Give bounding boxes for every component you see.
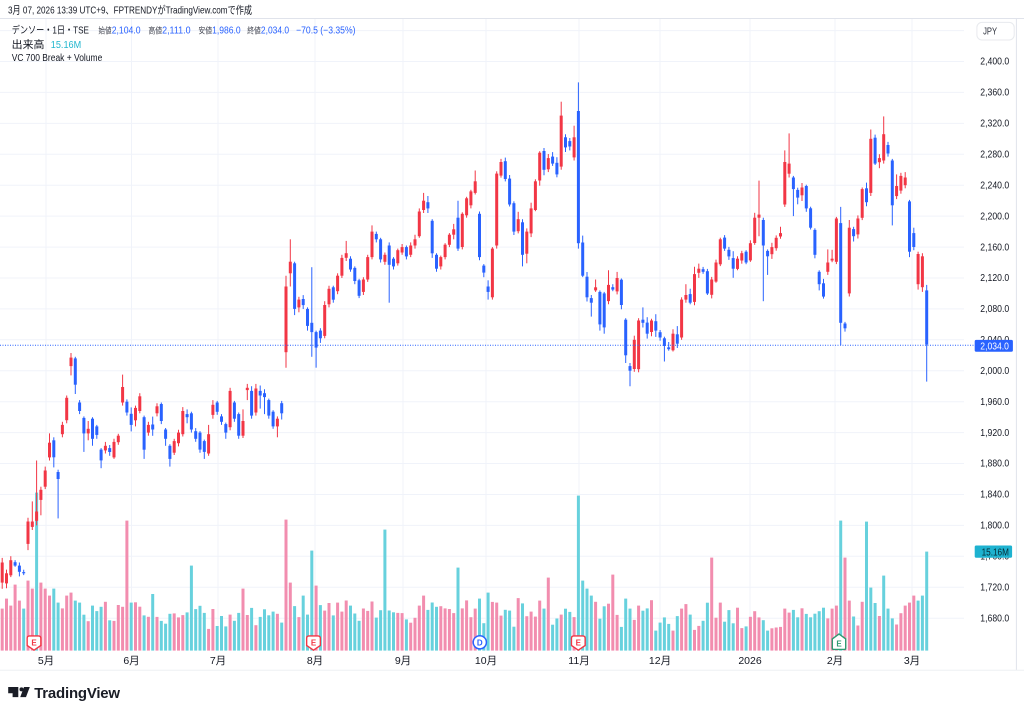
svg-text:2,200.0: 2,200.0 <box>980 211 1009 222</box>
svg-text:15.16M: 15.16M <box>51 40 81 51</box>
svg-text:2,280.0: 2,280.0 <box>980 150 1009 161</box>
svg-text:2,104.0: 2,104.0 <box>112 26 141 37</box>
svg-text:2,120.0: 2,120.0 <box>980 273 1009 284</box>
svg-text:1,986.0: 1,986.0 <box>212 26 241 37</box>
svg-text:2,160.0: 2,160.0 <box>980 242 1009 253</box>
svg-text:E: E <box>311 639 317 648</box>
svg-text:2026: 2026 <box>738 655 762 667</box>
svg-text:2,360.0: 2,360.0 <box>980 88 1009 99</box>
svg-text:始値: 始値 <box>98 26 112 36</box>
svg-text:15.16M: 15.16M <box>982 547 1009 558</box>
svg-text:8月: 8月 <box>307 655 323 667</box>
svg-text:2,240.0: 2,240.0 <box>980 180 1009 191</box>
svg-text:5月: 5月 <box>38 655 54 667</box>
svg-text:2,111.0: 2,111.0 <box>162 26 191 37</box>
svg-text:E: E <box>31 639 37 648</box>
svg-text:1,880.0: 1,880.0 <box>980 459 1009 470</box>
svg-text:2月: 2月 <box>827 655 843 667</box>
svg-text:TradingView: TradingView <box>34 685 120 702</box>
svg-text:1,720.0: 1,720.0 <box>980 582 1009 593</box>
svg-text:終値: 終値 <box>247 26 261 36</box>
svg-text:1,800.0: 1,800.0 <box>980 521 1009 532</box>
svg-text:安値: 安値 <box>198 26 212 36</box>
svg-text:2,034.0: 2,034.0 <box>980 341 1009 352</box>
svg-text:E: E <box>576 639 582 648</box>
svg-text:7月: 7月 <box>210 655 226 667</box>
svg-text:出来高: 出来高 <box>12 38 45 51</box>
svg-text:12月: 12月 <box>649 655 671 667</box>
svg-text:1,840.0: 1,840.0 <box>980 490 1009 501</box>
svg-text:2,000.0: 2,000.0 <box>980 366 1009 377</box>
svg-text:2,034.0: 2,034.0 <box>261 26 290 37</box>
svg-text:11月: 11月 <box>568 655 589 667</box>
svg-text:10月: 10月 <box>475 655 497 667</box>
svg-text:3月 07, 2026 13:39 UTC+9、FPTREN: 3月 07, 2026 13:39 UTC+9、FPTRENDYがTrading… <box>8 4 252 17</box>
svg-text:VC 700 Break + Volume: VC 700 Break + Volume <box>12 53 103 64</box>
svg-text:1,960.0: 1,960.0 <box>980 397 1009 408</box>
svg-text:高値: 高値 <box>148 26 162 36</box>
svg-text:JPY: JPY <box>983 27 997 38</box>
svg-text:D: D <box>477 639 483 648</box>
svg-text:1,680.0: 1,680.0 <box>980 613 1009 624</box>
svg-text:−70.5 (−3.35%): −70.5 (−3.35%) <box>296 26 355 37</box>
svg-text:2,320.0: 2,320.0 <box>980 119 1009 130</box>
svg-text:2,080.0: 2,080.0 <box>980 304 1009 315</box>
svg-text:デンソー・1日・TSE: デンソー・1日・TSE <box>12 24 90 37</box>
svg-text:1,920.0: 1,920.0 <box>980 428 1009 439</box>
svg-text:2,400.0: 2,400.0 <box>980 57 1009 68</box>
svg-text:9月: 9月 <box>395 655 411 667</box>
svg-text:6月: 6月 <box>123 655 139 667</box>
svg-text:3月: 3月 <box>904 655 920 667</box>
svg-text:E: E <box>836 639 842 648</box>
